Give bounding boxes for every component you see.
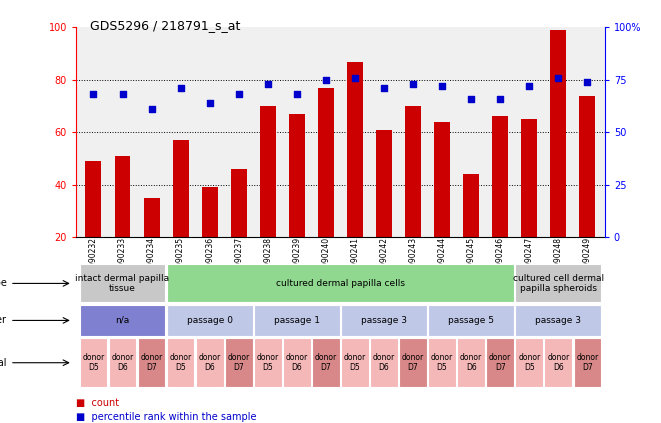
Bar — [580, 96, 596, 237]
Text: donor
D6: donor D6 — [111, 353, 134, 372]
Point — [350, 74, 360, 81]
Bar — [405, 106, 421, 237]
Text: ■  count: ■ count — [76, 398, 119, 408]
Point — [379, 85, 389, 92]
Text: passage 3: passage 3 — [361, 316, 407, 325]
Bar — [376, 129, 392, 237]
Text: intact dermal papilla
tissue: intact dermal papilla tissue — [75, 274, 170, 293]
Bar — [85, 161, 101, 237]
Text: donor
D6: donor D6 — [547, 353, 570, 372]
Bar — [143, 198, 159, 237]
Point — [262, 81, 273, 88]
Text: donor
D5: donor D5 — [83, 353, 104, 372]
Bar — [318, 88, 334, 237]
Text: cultured dermal papilla cells: cultured dermal papilla cells — [276, 279, 405, 288]
Bar — [434, 122, 450, 237]
Bar — [173, 140, 188, 237]
Bar — [347, 61, 363, 237]
Bar — [260, 106, 276, 237]
Point — [233, 91, 244, 98]
Text: donor
D7: donor D7 — [576, 353, 598, 372]
Text: donor
D6: donor D6 — [373, 353, 395, 372]
Text: donor
D5: donor D5 — [256, 353, 279, 372]
Text: cultured cell dermal
papilla spheroids: cultured cell dermal papilla spheroids — [513, 274, 604, 293]
Text: individual: individual — [0, 358, 7, 368]
Bar — [551, 30, 566, 237]
Text: other: other — [0, 316, 7, 325]
Point — [292, 91, 302, 98]
Point — [437, 83, 447, 90]
Point — [204, 99, 215, 106]
Bar — [202, 187, 217, 237]
Text: donor
D6: donor D6 — [198, 353, 221, 372]
Point — [117, 91, 128, 98]
Point — [146, 106, 157, 113]
Text: donor
D5: donor D5 — [344, 353, 366, 372]
Text: donor
D7: donor D7 — [315, 353, 337, 372]
Text: donor
D5: donor D5 — [518, 353, 541, 372]
Text: ■  percentile rank within the sample: ■ percentile rank within the sample — [76, 412, 256, 422]
Bar — [522, 119, 537, 237]
Text: cell type: cell type — [0, 278, 7, 288]
Point — [582, 79, 593, 85]
Bar — [289, 114, 305, 237]
Text: donor
D7: donor D7 — [402, 353, 424, 372]
Text: donor
D7: donor D7 — [140, 353, 163, 372]
Text: passage 5: passage 5 — [448, 316, 494, 325]
Text: donor
D6: donor D6 — [286, 353, 308, 372]
Point — [524, 83, 535, 90]
Point — [321, 77, 331, 83]
Point — [408, 81, 418, 88]
Text: passage 3: passage 3 — [535, 316, 581, 325]
Text: donor
D5: donor D5 — [169, 353, 192, 372]
Text: donor
D7: donor D7 — [227, 353, 250, 372]
Point — [553, 74, 564, 81]
Bar — [231, 169, 247, 237]
Point — [88, 91, 98, 98]
Point — [466, 95, 477, 102]
Bar — [492, 116, 508, 237]
Bar — [463, 174, 479, 237]
Text: donor
D6: donor D6 — [460, 353, 483, 372]
Text: GDS5296 / 218791_s_at: GDS5296 / 218791_s_at — [90, 19, 241, 32]
Point — [495, 95, 506, 102]
Text: n/a: n/a — [116, 316, 130, 325]
Text: passage 1: passage 1 — [274, 316, 320, 325]
Text: passage 0: passage 0 — [186, 316, 233, 325]
Text: donor
D7: donor D7 — [489, 353, 512, 372]
Bar — [114, 156, 130, 237]
Text: donor
D5: donor D5 — [431, 353, 453, 372]
Point — [175, 85, 186, 92]
